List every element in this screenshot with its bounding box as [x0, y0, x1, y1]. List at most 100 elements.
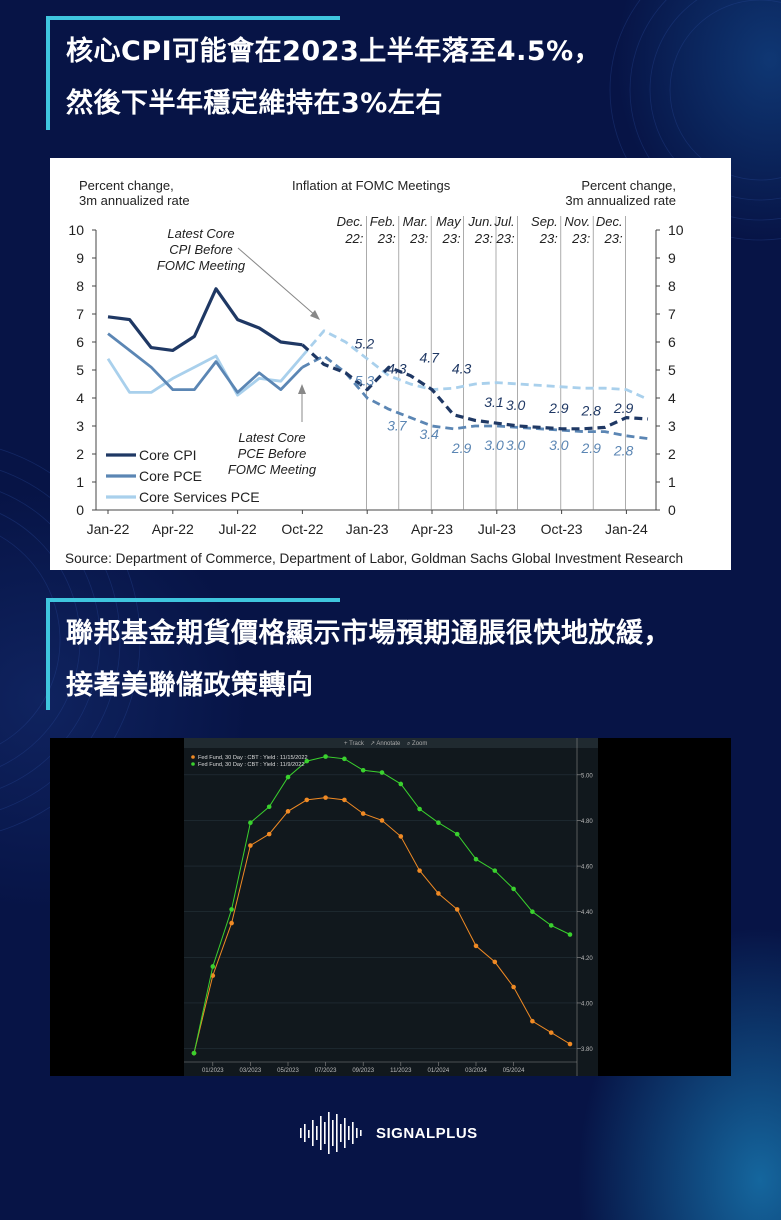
pce-annotation: Latest Core PCE Before FOMC Meeting: [228, 430, 317, 477]
y-tick-label-right: 4: [668, 390, 676, 406]
x-tick-label: Apr-23: [411, 521, 453, 537]
x-tick-label: Oct-23: [541, 521, 583, 537]
futures-data-point: [530, 909, 535, 915]
core-pce-data-label: 3.0: [549, 437, 569, 453]
headline-accent-bar: [46, 16, 340, 20]
futures-data-point: [454, 831, 460, 837]
x-tick-label: Jan-24: [605, 521, 648, 537]
futures-data-point: [210, 973, 216, 978]
futures-data-point: [567, 932, 573, 937]
left-axis-label: Percent change, 3m annualized rate: [79, 178, 190, 208]
headline-top-line2: 然後下半年穩定維持在3%左右: [66, 88, 443, 119]
y-tick-label-left: 9: [76, 250, 84, 266]
core-cpi-data-label: 5.2: [355, 335, 375, 351]
futures-data-point: [492, 868, 498, 873]
futures-data-point: [473, 943, 479, 949]
legend-label: Fed Fund, 30 Day : CBT : Yield : 11/9/20…: [198, 762, 304, 768]
core-pce-data-label: 3.0: [506, 437, 526, 453]
y-tick-label: 4.00: [581, 1001, 593, 1007]
fomc-meeting-label: Feb. 23:: [370, 214, 396, 246]
headline-top-line1: 核心CPI可能會在2023上半年落至4.5%，: [66, 36, 602, 67]
y-tick-label-right: 6: [668, 334, 676, 350]
futures-data-point: [210, 964, 216, 969]
core-pce-data-label: 3.4: [419, 426, 439, 442]
futures-data-point: [492, 959, 498, 965]
futures-data-point: [285, 774, 291, 780]
series-line-0-forecast: [301, 343, 649, 431]
headline-bottom-line2: 接著美聯儲政策轉向: [66, 670, 314, 701]
futures-data-point: [548, 923, 554, 928]
core-cpi-data-label: 4.7: [419, 349, 440, 365]
fomc-meeting-label: Sep. 23:: [531, 214, 558, 246]
fomc-meeting-label: Jun. 23:: [467, 214, 493, 246]
core-cpi-data-label: 3.0: [506, 397, 526, 413]
core-pce-data-label: 3.0: [484, 437, 504, 453]
y-tick-label-right: 7: [668, 306, 676, 322]
series-line-2-forecast: [301, 329, 649, 401]
futures-data-point: [342, 756, 347, 762]
headline-accent-bar: [46, 598, 340, 602]
futures-data-point: [285, 809, 291, 814]
futures-data-point: [266, 804, 272, 810]
futures-data-point: [436, 891, 441, 896]
y-tick-label-left: 7: [76, 306, 84, 322]
x-tick-label: Jan-22: [87, 521, 130, 537]
toolbar-track: + Track: [344, 741, 365, 747]
futures-data-point: [511, 886, 516, 892]
core-pce-data-label: 5.3: [355, 373, 375, 389]
legend-label: Core PCE: [139, 468, 202, 484]
futures-data-point: [398, 834, 404, 839]
futures-data-point: [360, 811, 366, 816]
x-tick-label: 07/2023: [315, 1068, 337, 1074]
x-tick-label: Oct-22: [281, 521, 323, 537]
y-tick-label: 3.80: [581, 1047, 593, 1053]
futures-data-point: [417, 806, 422, 812]
futures-data-point: [454, 907, 460, 912]
futures-data-point: [417, 868, 422, 873]
futures-data-point: [473, 856, 479, 862]
y-tick-label-left: 1: [76, 474, 84, 490]
cpi-annotation-arrow: [237, 247, 317, 317]
futures-data-point: [567, 1041, 573, 1047]
y-tick-label-right: 5: [668, 362, 676, 378]
futures-data-point: [530, 1018, 535, 1024]
toolbar-zoom: ⌕ Zoom: [407, 741, 427, 747]
fomc-meeting-label: Nov. 23:: [564, 214, 590, 246]
core-pce-data-label: 2.9: [451, 440, 472, 456]
futures-data-point: [548, 1030, 554, 1035]
legend-label: Fed Fund, 30 Day : CBT : Yield : 11/15/2…: [198, 755, 308, 761]
x-tick-label: 05/2024: [503, 1068, 525, 1074]
fomc-meeting-label: Jul. 23:: [493, 214, 515, 246]
y-tick-label-left: 6: [76, 334, 84, 350]
core-cpi-data-label: 2.8: [580, 403, 601, 419]
core-cpi-data-label: 4.3: [387, 361, 407, 377]
futures-data-point: [248, 843, 253, 848]
fomc-meeting-label: Dec. 23:: [596, 214, 623, 246]
x-tick-label: 11/2023: [390, 1068, 412, 1074]
core-cpi-data-label: 4.3: [452, 361, 472, 377]
core-cpi-data-label: 2.9: [613, 400, 634, 416]
x-tick-label: Jan-23: [346, 521, 389, 537]
futures-data-point: [266, 831, 272, 837]
y-tick-label-right: 0: [668, 502, 676, 518]
futures-data-point: [379, 770, 385, 775]
y-tick-label-right: 8: [668, 278, 676, 294]
legend-label: Core CPI: [139, 447, 197, 463]
chart-title: Inflation at FOMC Meetings: [292, 178, 451, 193]
x-tick-label: Apr-22: [152, 521, 194, 537]
legend-marker: [191, 755, 195, 759]
futures-data-point: [304, 797, 310, 803]
futures-data-point: [511, 984, 516, 990]
fed-funds-futures-chart[interactable]: + Track ↗ Annotate ⌕ Zoom 3.80 4.00 4.20 4.40 4…: [50, 738, 731, 1076]
headline-bottom: 聯邦基金期貨價格顯示市場預期通脹很快地放緩， 接著美聯儲政策轉向: [46, 598, 671, 710]
x-tick-label: 01/2023: [202, 1068, 224, 1074]
y-tick-label-right: 1: [668, 474, 676, 490]
y-tick-label-right: 10: [668, 222, 684, 238]
y-tick-label-right: 9: [668, 250, 676, 266]
inflation-chart-panel: Percent change, 3m annualized rate Percent…: [50, 158, 731, 570]
fomc-meeting-label: Mar. 23:: [403, 214, 429, 246]
futures-data-point: [248, 820, 253, 826]
brand-logo: SIGNALPLUS: [298, 1110, 478, 1156]
headline-bottom-line1: 聯邦基金期貨價格顯示市場預期通脹很快地放緩，: [66, 618, 671, 649]
y-tick-label: 4.60: [581, 865, 593, 871]
